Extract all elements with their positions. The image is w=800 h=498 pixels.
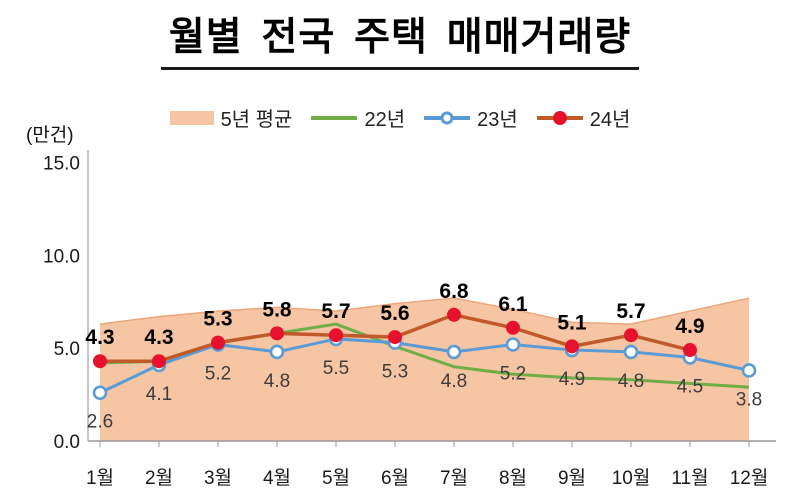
x-tick-label: 7월 bbox=[440, 467, 468, 489]
data-label-24: 4.3 bbox=[144, 326, 173, 349]
x-tick-label: 8월 bbox=[499, 467, 527, 489]
marker-24-month-3 bbox=[211, 335, 225, 350]
marker-23-month-4 bbox=[269, 344, 285, 360]
legend-label: 23년 bbox=[477, 109, 518, 131]
page-title: 월별 전국 주택 매매거래량 bbox=[160, 6, 640, 70]
legend-item-3: 23년 bbox=[424, 103, 518, 132]
data-label-23: 5.3 bbox=[382, 362, 408, 383]
data-label-23: 4.5 bbox=[677, 376, 703, 397]
line-series-23 bbox=[99, 337, 750, 395]
data-label-23: 5.2 bbox=[205, 363, 231, 384]
marker-23-month-12 bbox=[741, 363, 757, 378]
data-label-24: 6.1 bbox=[498, 293, 528, 316]
y-axis-unit-label: (만건) bbox=[26, 125, 74, 146]
marker-24-month-10 bbox=[624, 328, 638, 343]
data-label-23: 4.8 bbox=[441, 371, 467, 392]
legend-swatch-line bbox=[536, 110, 583, 126]
y-tick-label: 15.0 bbox=[43, 154, 80, 175]
x-tick-label: 1월 bbox=[86, 467, 114, 489]
legend-line bbox=[311, 115, 358, 120]
legend-marker-icon bbox=[440, 111, 454, 124]
x-tick-label: 4월 bbox=[263, 467, 291, 489]
data-label-24: 4.3 bbox=[85, 326, 114, 349]
y-tick-label: 10.0 bbox=[43, 246, 80, 267]
legend-item-2: 22년 bbox=[311, 103, 405, 132]
marker-24-month-9 bbox=[565, 339, 579, 354]
marker-24-month-4 bbox=[270, 326, 284, 341]
legend-item-4: 24년 bbox=[536, 103, 631, 132]
legend-item-1: 5년 평균 bbox=[169, 103, 293, 132]
marker-24-month-2 bbox=[152, 354, 166, 369]
marker-24-month-11 bbox=[683, 343, 697, 358]
data-label-24: 6.8 bbox=[439, 280, 469, 303]
x-tick-label: 6월 bbox=[381, 467, 409, 489]
data-label-23: 5.5 bbox=[323, 358, 349, 379]
x-tick-label: 11월 bbox=[671, 467, 708, 489]
marker-24-month-6 bbox=[388, 330, 402, 345]
data-label-24: 5.7 bbox=[321, 300, 350, 323]
title-wrap: 월별 전국 주택 매매거래량 bbox=[0, 6, 800, 70]
legend-swatch-area bbox=[169, 110, 214, 125]
data-label-23: 5.2 bbox=[500, 363, 526, 384]
area-series-edge bbox=[99, 297, 750, 325]
x-tick-label: 12월 bbox=[730, 467, 769, 489]
data-label-23: 4.8 bbox=[264, 371, 290, 392]
y-tick-label: 0.0 bbox=[54, 432, 80, 453]
x-tick-label: 5월 bbox=[322, 467, 350, 489]
data-label-23: 4.9 bbox=[559, 369, 585, 390]
legend-marker-icon bbox=[552, 110, 567, 125]
marker-23-month-1 bbox=[92, 385, 108, 401]
data-label-24: 4.9 bbox=[675, 315, 704, 338]
marker-23-month-10 bbox=[623, 344, 639, 360]
marker-24-month-8 bbox=[506, 320, 520, 335]
data-label-23: 4.8 bbox=[618, 371, 644, 392]
data-label-24: 5.6 bbox=[380, 302, 409, 325]
data-label-23: 2.6 bbox=[87, 412, 113, 433]
legend-swatch-line bbox=[424, 110, 471, 126]
data-label-24: 5.7 bbox=[616, 300, 645, 323]
x-tick-label: 10월 bbox=[612, 467, 651, 489]
marker-23-month-8 bbox=[505, 337, 521, 352]
legend-label: 5년 평균 bbox=[220, 109, 293, 131]
marker-24-month-1 bbox=[93, 354, 107, 369]
y-tick-label: 5.0 bbox=[54, 339, 80, 360]
data-label-24: 5.1 bbox=[557, 311, 587, 334]
data-label-23: 4.1 bbox=[146, 384, 172, 405]
marker-24-month-5 bbox=[329, 328, 343, 343]
legend-label: 24년 bbox=[589, 109, 631, 131]
x-tick-label: 9월 bbox=[558, 467, 586, 489]
legend-swatch-line bbox=[311, 110, 358, 126]
x-tick-label: 2월 bbox=[145, 467, 173, 489]
area-series-5yr-avg bbox=[100, 298, 749, 441]
marker-23-month-7 bbox=[446, 344, 462, 360]
chart-legend: 5년 평균 22년 23년 24년 bbox=[0, 103, 800, 132]
data-label-24: 5.8 bbox=[262, 298, 292, 321]
marker-24-month-7 bbox=[447, 307, 461, 322]
legend-label: 22년 bbox=[364, 109, 406, 131]
x-tick-label: 3월 bbox=[204, 467, 232, 489]
data-label-24: 5.3 bbox=[203, 308, 232, 331]
data-label-23: 3.8 bbox=[736, 389, 762, 410]
